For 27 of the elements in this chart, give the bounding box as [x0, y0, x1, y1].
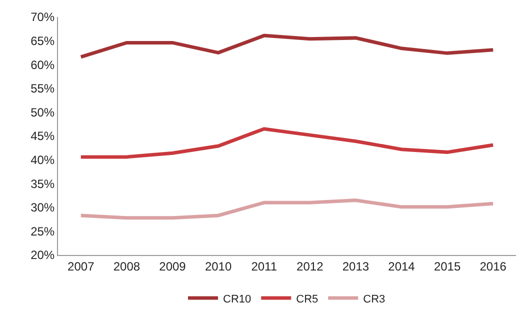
y-tick-label: 20% [30, 248, 55, 262]
line-series [79, 127, 495, 159]
x-tick-label: 2016 [480, 259, 507, 274]
x-tick-label: 2009 [159, 259, 186, 274]
y-tick-label: 60% [30, 58, 55, 72]
y-tick-label: 40% [30, 153, 55, 167]
x-tick-label: 2007 [68, 259, 95, 274]
x-tick-label: 2012 [296, 259, 324, 274]
y-tick-label: 25% [30, 224, 55, 238]
y-tick-label: 65% [30, 34, 55, 48]
x-tick-label: 2010 [204, 259, 232, 274]
x-tick-label: 2015 [434, 259, 461, 274]
x-tick-label: 2011 [251, 259, 278, 274]
y-tick-label: 45% [30, 129, 55, 144]
legend-label: CR10 [223, 293, 252, 306]
line-series [79, 198, 495, 220]
legend-label: CR5 [296, 293, 318, 306]
legend-label: CR3 [363, 293, 386, 306]
y-tick-label: 30% [30, 200, 55, 215]
y-tick-label: 35% [30, 176, 55, 191]
y-tick-label: 50% [30, 105, 55, 120]
x-tick-label: 2014 [388, 259, 416, 274]
y-tick-label: 70% [30, 10, 55, 24]
line-series [79, 34, 495, 59]
x-tick-label: 2013 [342, 259, 370, 274]
y-tick-label: 55% [30, 82, 55, 96]
x-tick-label: 2008 [113, 259, 140, 274]
